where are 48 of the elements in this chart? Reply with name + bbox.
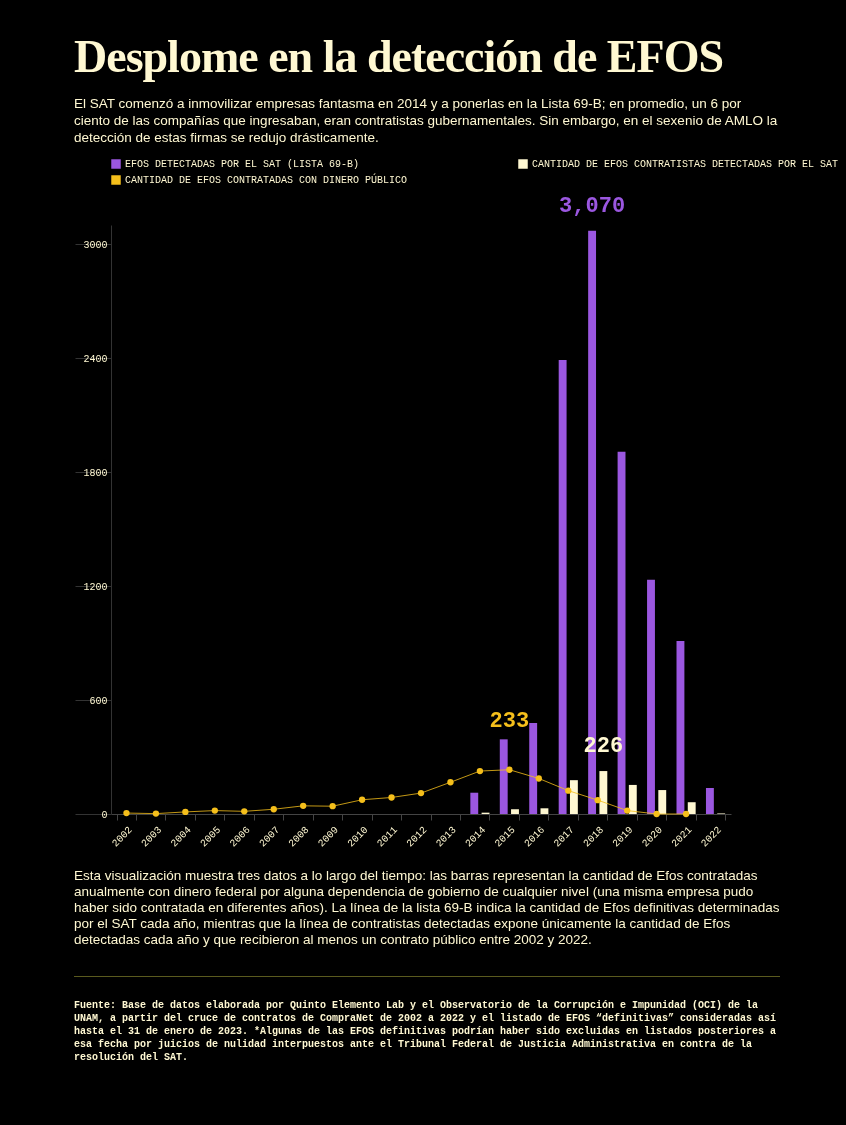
point: [388, 794, 395, 801]
legend-label: CANTIDAD DE EFOS CONTRATADAS CON DINERO PÚBLICO: [125, 173, 408, 186]
bar: [705, 787, 714, 814]
point: [270, 806, 277, 813]
y-tick-label: 2400: [83, 353, 108, 365]
point: [329, 803, 336, 810]
point: [123, 809, 130, 817]
bar: [658, 790, 667, 814]
legend-label: CANTIDAD DE EFOS CONTRATISTAS DETECTADAS POR EL SAT: [532, 159, 839, 170]
point: [682, 810, 690, 818]
point: [476, 767, 484, 775]
data-label: 233: [489, 708, 530, 734]
point: [594, 796, 601, 804]
source-note: Fuente: Base de datos elaborada por Quinto Elemento Lab y el Observatorio de la Corrupción e Impunidad (OCI) de la UNAM, a partir del cruce de contratos de CompraNet de 2002 a 2022 y el listado de EFOS “definitivas” consideradas así hasta el 31 de enero de 2023. *Algunas de las EFOS definitivas podrían haber sido excluidas en listados posteriores a esa fecha por juicios de nulidad interpuestos ante el Tribunal Federal de Justicia Administrativa en contra de la resolución del SAT.: [74, 976, 780, 1064]
point: [211, 807, 218, 814]
point: [447, 779, 454, 786]
point: [358, 796, 366, 803]
point: [417, 789, 425, 797]
point: [624, 807, 631, 814]
y-tick-label: 3000: [83, 239, 108, 251]
bar: [511, 809, 519, 814]
bar: [470, 792, 479, 814]
data-label: 3,070: [559, 193, 626, 219]
legend-label: EFOS DETECTADAS POR EL SAT (LISTA 69-B): [125, 159, 360, 170]
text: Esta visualización muestra tres datos a lo largo del tiempo: las barras representan la cantidad de Efos contratadas anualmente con dinero federal por alguna dependencia de gobierno de cualquier nivel (una misma empresa pudo haber sido contratada en diferentes años). La línea de la lista 69-B indica la cantidad de Efos definitivas determinadas por el SAT cada año, mientras que la línea de contratistas detectadas expone únicamente la cantidad de Efos detectadas cada año y que recibieron al menos un contrato público entre 2002 y 2022.: [74, 868, 780, 948]
point: [565, 787, 572, 794]
bar: [558, 359, 567, 814]
point: [182, 808, 189, 816]
bar: [687, 802, 696, 814]
bar: [499, 739, 508, 814]
point: [300, 802, 307, 809]
bar: [628, 784, 637, 814]
y-tick-label: 1200: [83, 581, 108, 593]
point: [152, 810, 160, 817]
bar: [599, 771, 608, 814]
chart-subtitle: El SAT comenzó a inmovilizar empresas fantasma en 2014 y a ponerlas en la Lista 69-B; en promedio, un 6 por ciento de las compañías que ingresaban, eran contratistas gubernamentales. Sin embargo, en el sexenio de AMLO la detección de estas firmas se redujo drásticamente.: [74, 95, 779, 146]
point: [653, 810, 660, 818]
bar: [647, 579, 655, 814]
point: [535, 775, 542, 782]
y-tick-label: 0: [101, 809, 108, 821]
y-tick-label: 1800: [83, 467, 108, 479]
bar: [569, 780, 578, 814]
point: [506, 766, 513, 773]
bar: [540, 808, 549, 814]
y-tick-label: 600: [89, 695, 108, 707]
bar: [529, 722, 538, 814]
point: [241, 808, 248, 815]
chart-title: Desplome en la detección de EFOS: [74, 30, 724, 83]
